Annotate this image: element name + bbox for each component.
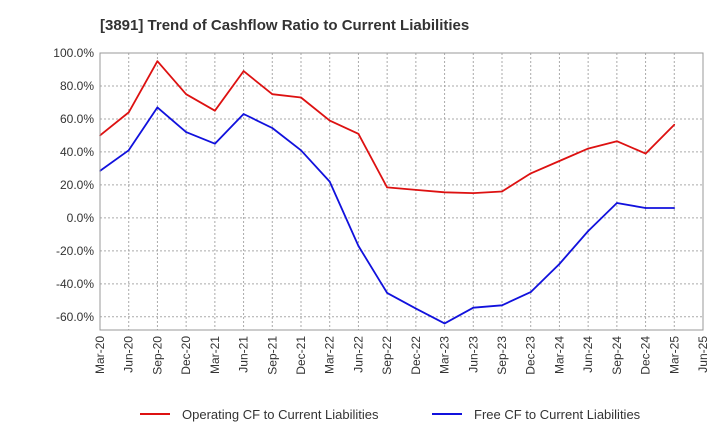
- y-axis-ticks: 100.0% 80.0% 60.0% 40.0% 20.0% 0.0% -20.0% -40.…: [53, 46, 94, 324]
- data-point: [185, 93, 187, 96]
- x-tick-label: Mar-24: [552, 336, 566, 374]
- data-point: [587, 230, 589, 232]
- x-tick-label: Jun-23: [466, 336, 480, 373]
- data-point: [328, 180, 331, 183]
- data-point: [673, 123, 676, 126]
- data-point: [214, 142, 216, 145]
- data-point: [529, 172, 532, 175]
- y-tick-label: 80.0%: [60, 79, 94, 93]
- x-tick-label: Sep-23: [495, 336, 509, 375]
- data-point: [644, 207, 647, 209]
- y-tick-label: -40.0%: [56, 277, 94, 291]
- series-lines: [99, 60, 676, 325]
- data-point: [501, 190, 503, 193]
- x-tick-label: Jun-20: [122, 336, 136, 373]
- x-tick-label: Dec-23: [524, 336, 538, 375]
- x-tick-label: Jun-24: [581, 336, 595, 373]
- legend-label: Free CF to Current Liabilities: [474, 407, 641, 422]
- data-point: [185, 131, 187, 133]
- data-point: [673, 207, 676, 209]
- y-tick-label: -20.0%: [56, 244, 94, 258]
- data-point: [271, 127, 274, 129]
- data-point: [472, 192, 475, 194]
- data-point: [156, 106, 159, 109]
- x-tick-label: Dec-20: [179, 336, 193, 375]
- y-tick-label: 100.0%: [53, 46, 94, 60]
- y-tick-label: 20.0%: [60, 178, 94, 192]
- data-point: [214, 109, 216, 112]
- data-point: [558, 263, 561, 265]
- data-point: [300, 96, 302, 99]
- data-point: [271, 93, 274, 96]
- data-point: [127, 149, 130, 152]
- data-point: [386, 186, 388, 189]
- x-tick-label: Dec-22: [409, 336, 423, 375]
- x-tick-label: Dec-21: [294, 336, 308, 375]
- grid: [99, 52, 704, 330]
- data-point: [357, 132, 360, 135]
- chart-title: [3891] Trend of Cashflow Ratio to Curren…: [100, 17, 469, 34]
- data-point: [644, 152, 647, 155]
- data-point: [127, 111, 130, 114]
- data-point: [558, 160, 561, 162]
- x-tick-label: Jun-21: [237, 336, 251, 373]
- x-tick-label: Sep-22: [380, 336, 394, 375]
- y-tick-label: 40.0%: [60, 145, 94, 159]
- data-point: [501, 304, 503, 307]
- x-tick-label: Mar-22: [323, 336, 337, 374]
- data-point: [328, 119, 331, 122]
- data-point: [156, 60, 159, 63]
- x-tick-label: Jun-25: [696, 336, 710, 373]
- data-point: [300, 149, 302, 152]
- data-point: [472, 306, 475, 309]
- x-tick-label: Mar-25: [667, 336, 681, 374]
- x-tick-label: Mar-23: [438, 336, 452, 374]
- x-tick-label: Mar-21: [208, 336, 222, 374]
- x-tick-label: Dec-24: [639, 336, 653, 375]
- data-point: [415, 307, 417, 310]
- x-tick-label: Sep-20: [150, 336, 164, 375]
- legend: Operating CF to Current Liabilities Free …: [140, 407, 641, 422]
- x-tick-label: Sep-24: [610, 336, 624, 375]
- data-point: [616, 140, 618, 143]
- data-point: [242, 113, 245, 115]
- x-tick-label: Sep-21: [265, 336, 279, 375]
- legend-label: Operating CF to Current Liabilities: [182, 407, 379, 422]
- data-point: [443, 191, 446, 194]
- x-axis-ticks: Mar-20 Jun-20 Sep-20 Dec-20 Mar-21 Jun-21 Sep-…: [93, 336, 710, 375]
- data-point: [386, 292, 388, 294]
- data-point: [529, 291, 532, 293]
- x-tick-label: Jun-22: [351, 336, 365, 373]
- data-point: [242, 70, 245, 72]
- y-tick-label: 60.0%: [60, 112, 94, 126]
- x-tick-label: Mar-20: [93, 336, 107, 374]
- data-point: [587, 147, 589, 150]
- data-point: [415, 189, 417, 191]
- y-tick-label: -60.0%: [56, 310, 94, 324]
- y-tick-label: 0.0%: [67, 211, 95, 225]
- data-point: [357, 245, 360, 247]
- plot-frame: [99, 52, 704, 331]
- data-point: [443, 322, 446, 325]
- data-point: [616, 202, 618, 204]
